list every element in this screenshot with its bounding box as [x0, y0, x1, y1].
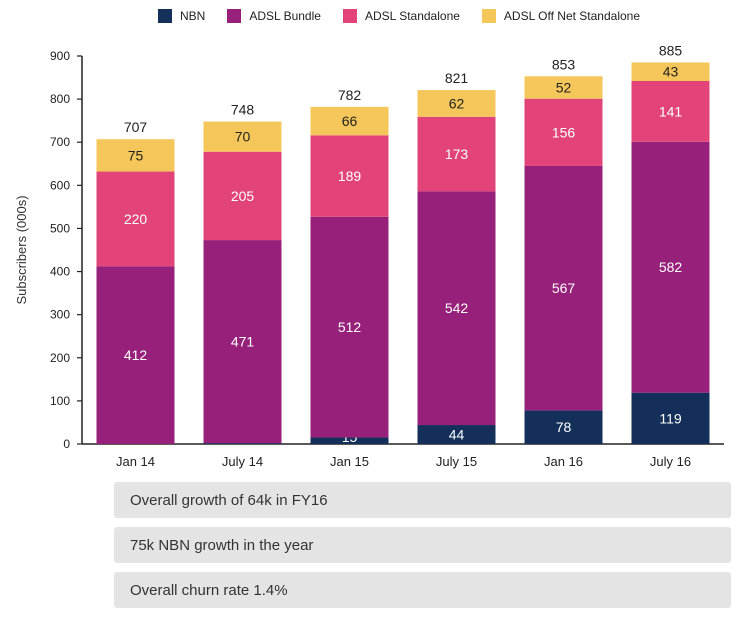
bar-value-label: 75: [128, 147, 144, 163]
bar-segment: [310, 135, 389, 217]
bar-value-label: 173: [445, 146, 469, 162]
bar-segment: [417, 116, 496, 192]
bar-total-label: 885: [659, 42, 683, 58]
stacked-bar-chart: 0 100 200 300 400 500 600 700 800 900 Subscribers …: [14, 42, 724, 469]
bar-value-label: 542: [445, 300, 469, 316]
bar-total-label: 782: [338, 87, 362, 103]
y-tick-label: 0: [63, 437, 70, 451]
note-nbn-growth: 75k NBN growth in the year: [114, 527, 731, 563]
bar-segment: [203, 443, 282, 444]
bar-value-label: 141: [659, 103, 683, 119]
bar-segment: [524, 76, 603, 99]
bar-segment: [524, 410, 603, 444]
bar-segment: [631, 62, 710, 82]
bar-segment: [310, 216, 389, 438]
legend-item-nbn: NBN: [158, 9, 205, 23]
bar-value-label: 189: [338, 168, 362, 184]
bar-segment: [310, 437, 389, 444]
legend-swatch-adsl-standalone: [342, 9, 357, 23]
legend-swatch-adsl-off-net: [481, 9, 496, 23]
bar-value-label: 471: [231, 334, 255, 350]
bar-total-label: 821: [445, 70, 469, 86]
bar-segment: [203, 121, 282, 152]
bar-total-label: 748: [231, 102, 255, 118]
note-churn: Overall churn rate 1.4%: [114, 572, 731, 608]
legend-swatch-nbn: [158, 9, 172, 23]
chart-legend: NBN ADSL Bundle ADSL Standalone ADSL Off…: [158, 9, 662, 23]
legend-item-adsl-standalone: ADSL Standalone: [342, 9, 460, 23]
y-tick-label: 700: [50, 135, 70, 149]
bar-segment: [203, 240, 282, 444]
bar-segment: [417, 90, 496, 117]
bar-segment: [96, 266, 175, 444]
bar-segment: [96, 139, 175, 172]
bar-segment: [524, 165, 603, 411]
bar-segment: [417, 425, 496, 444]
bar-total-label: 707: [124, 119, 148, 135]
bar-value-label: 156: [552, 124, 576, 140]
bar-value-label: 70: [235, 129, 251, 145]
legend-label-adsl-off-net: ADSL Off Net Standalone: [503, 9, 641, 23]
notes-panel: Overall growth of 64k in FY16 75k NBN gr…: [114, 482, 731, 617]
bar-value-label: 44: [449, 427, 465, 443]
x-tick-label: Jan 14: [116, 454, 155, 469]
bar-segment: [524, 98, 603, 166]
x-tick-label: Jan 16: [544, 454, 583, 469]
legend-label-adsl-standalone: ADSL Standalone: [364, 9, 460, 23]
bar-value-label: 567: [552, 280, 576, 296]
bar-value-label: 512: [338, 319, 362, 335]
bar-value-label: 412: [124, 347, 148, 363]
x-tick-label: July 15: [436, 454, 477, 469]
bar-value-label: 66: [342, 113, 358, 129]
x-tick-label: July 14: [222, 454, 263, 469]
bar-segment: [96, 171, 175, 267]
y-axis-title: Subscribers (000s): [14, 195, 29, 304]
y-tick-label: 300: [50, 308, 70, 322]
bar-segment: [631, 392, 710, 444]
bar-segment: [310, 106, 389, 136]
bar-total-label: 853: [552, 56, 576, 72]
bar-value-label: 62: [449, 95, 465, 111]
bar-segment: [631, 141, 710, 393]
y-tick-label: 100: [50, 394, 70, 408]
y-tick-label: 400: [50, 265, 70, 279]
legend-swatch-adsl-bundle: [227, 9, 242, 23]
bar-value-label: 582: [659, 259, 683, 275]
y-tick-label: 500: [50, 221, 70, 235]
bar-value-label: 205: [231, 188, 255, 204]
legend-label-nbn: NBN: [180, 9, 206, 23]
legend-item-adsl-off-net: ADSL Off Net Standalone: [481, 9, 641, 23]
y-tick-label: 900: [50, 49, 70, 63]
bar-segment: [417, 191, 496, 426]
bar-value-label: 220: [124, 211, 148, 227]
y-tick-label: 600: [50, 178, 70, 192]
y-tick-label: 800: [50, 92, 70, 106]
bar-segment: [203, 151, 282, 241]
bar-value-label: 119: [659, 410, 682, 426]
legend-item-adsl-bundle: ADSL Bundle: [227, 9, 321, 23]
x-tick-label: Jan 15: [330, 454, 369, 469]
y-tick-label: 200: [50, 351, 70, 365]
legend-label-adsl-bundle: ADSL Bundle: [249, 9, 321, 23]
bar-value-label: 43: [663, 64, 679, 80]
bar-value-label: 52: [556, 79, 572, 95]
note-growth: Overall growth of 64k in FY16: [114, 482, 731, 518]
x-tick-label: July 16: [650, 454, 691, 469]
bar-segment: [631, 81, 710, 142]
bar-value-label: 78: [556, 419, 572, 435]
